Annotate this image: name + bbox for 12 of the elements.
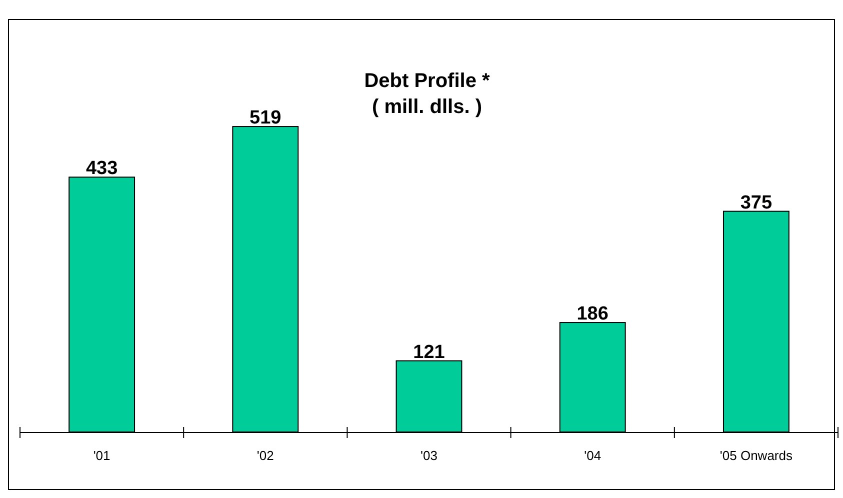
data-label: 121 — [413, 342, 446, 363]
text: ( mill. dlls. ) — [372, 96, 482, 118]
x-tick-label: '02 — [256, 448, 274, 463]
data-label: 375 — [740, 192, 772, 214]
data-label: 519 — [250, 108, 282, 129]
x-tick-label: '05 Onwards — [720, 448, 793, 463]
data-label: 433 — [86, 158, 118, 180]
x-tick-label: '01 — [93, 448, 110, 463]
x-tick-label: '04 — [584, 448, 602, 463]
text: Debt Profile * — [364, 70, 490, 92]
x-tick-label: '03 — [420, 448, 438, 463]
data-label: 186 — [576, 304, 608, 325]
